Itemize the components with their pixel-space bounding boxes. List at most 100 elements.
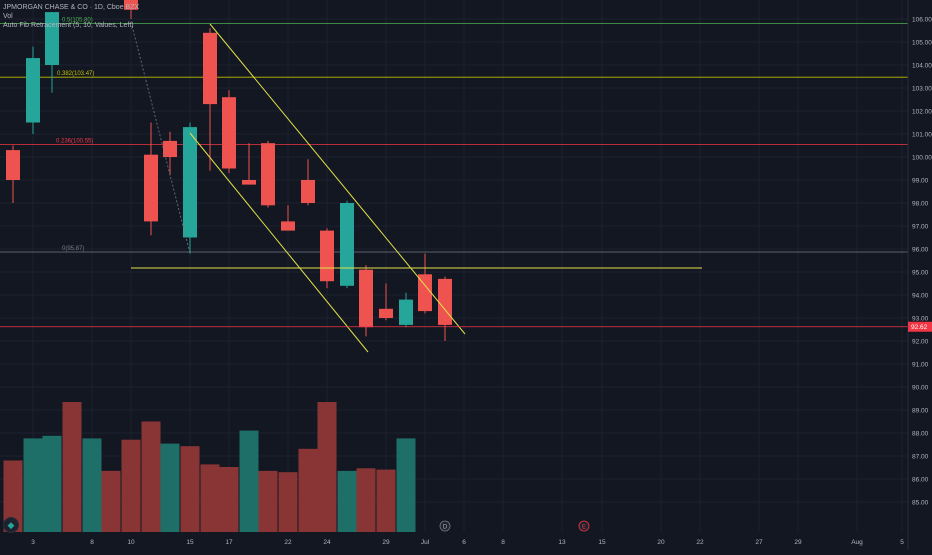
dividend-marker-label: D xyxy=(443,525,448,531)
time-tick-label: 8 xyxy=(501,539,505,546)
price-tick-label: 90.00 xyxy=(912,385,929,392)
candle-body xyxy=(45,12,59,66)
price-tick-label: 105.00 xyxy=(912,40,932,47)
price-tick-label: 93.00 xyxy=(912,316,929,323)
candle-body xyxy=(379,308,393,318)
price-tick-label: 87.00 xyxy=(912,454,929,461)
price-tick-label: 104.00 xyxy=(912,63,932,70)
time-tick-label: 29 xyxy=(794,539,802,546)
fib-level-label: 0.5(105.80) xyxy=(62,18,93,24)
price-tick-label: 85.00 xyxy=(912,500,929,507)
volume-bar xyxy=(298,448,318,532)
candle-body xyxy=(261,143,275,206)
candle-body xyxy=(418,274,432,312)
time-tick-label: 13 xyxy=(558,539,566,546)
time-tick-label: 3 xyxy=(31,539,35,546)
price-tick-label: 97.00 xyxy=(912,224,929,231)
price-tick-label: 99.00 xyxy=(912,178,929,185)
volume-label[interactable]: Vol xyxy=(3,13,13,20)
drawings xyxy=(0,21,908,353)
volume-bar xyxy=(396,438,416,532)
fib-level-label: 0.382(103.47) xyxy=(57,71,94,77)
time-tick-label: 27 xyxy=(755,539,763,546)
candle-body xyxy=(359,269,373,328)
time-axis: 3 8 10 15 17 22 24 29 Jul 6 8 13 15 20 22 27 29 Aug 5 xyxy=(31,539,904,546)
time-tick-label: Aug xyxy=(851,539,863,546)
time-tick-label: 22 xyxy=(284,539,292,546)
candles xyxy=(6,0,452,341)
volume-bar xyxy=(258,470,278,532)
price-tick-label: 101.00 xyxy=(912,132,932,139)
time-tick-label: 24 xyxy=(323,539,331,546)
price-tick-label: 96.00 xyxy=(912,247,929,254)
candle-body xyxy=(124,0,138,10)
price-tick-label: 94.00 xyxy=(912,293,929,300)
price-tick-label: 98.00 xyxy=(912,201,929,208)
volume-bar xyxy=(23,438,43,532)
time-tick-label: 22 xyxy=(696,539,704,546)
channel-upper-line xyxy=(209,23,466,335)
time-tick-label: 17 xyxy=(225,539,233,546)
candle-body xyxy=(320,230,334,282)
volume-bar xyxy=(356,468,376,532)
candle-body xyxy=(281,221,295,231)
fib-trend-line xyxy=(130,21,191,254)
time-tick-label: 10 xyxy=(127,539,135,546)
volume-bar xyxy=(42,435,62,532)
dividend-marker xyxy=(439,520,451,532)
volume-bar xyxy=(141,421,161,532)
fib-level-label: 0(95.87) xyxy=(62,246,84,252)
volume-bar xyxy=(101,470,121,532)
time-tick-label: 20 xyxy=(657,539,665,546)
time-tick-label: 5 xyxy=(900,539,904,546)
price-tick-label: 86.00 xyxy=(912,477,929,484)
time-tick-label: 15 xyxy=(186,539,194,546)
candle-body xyxy=(26,58,40,123)
candle-body xyxy=(144,154,158,222)
fib-levels: 0(95.87) 0.236(100.55) 0.382(103.47) 0.5(10… xyxy=(0,18,908,253)
price-tick-label: 89.00 xyxy=(912,408,929,415)
last-price-badge xyxy=(908,321,932,332)
price-tick-label: 100.00 xyxy=(912,155,932,162)
last-price-label: 92.62 xyxy=(911,324,928,331)
candle-body xyxy=(6,150,20,180)
candle-body xyxy=(222,97,236,169)
symbol-title[interactable]: JPMORGAN CHASE & CO · 1D, Cboe BZX xyxy=(3,4,140,11)
candle-body xyxy=(203,32,217,105)
time-tick-label: 8 xyxy=(90,539,94,546)
fib-indicator-label[interactable]: Auto Fib Retracement (5, 10, Values, Lef… xyxy=(3,22,134,29)
volume-bar xyxy=(121,439,141,532)
candle-body xyxy=(399,299,413,325)
price-axis: 106.00 105.00 104.00 103.00 102.00 101.00 100.… xyxy=(907,0,932,550)
volume-bar xyxy=(219,467,239,532)
volume-bar xyxy=(317,402,337,532)
earnings-marker xyxy=(578,520,590,532)
time-tick-label: 29 xyxy=(382,539,390,546)
earnings-marker-label: E xyxy=(582,525,586,531)
time-tick-label: 15 xyxy=(598,539,606,546)
volume-bar xyxy=(160,443,180,532)
candle-body xyxy=(438,278,452,325)
fib-level-label: 0.236(100.55) xyxy=(56,138,93,144)
price-tick-label: 103.00 xyxy=(912,86,932,93)
price-tick-label: 95.00 xyxy=(912,270,929,277)
price-tick-label: 91.00 xyxy=(912,362,929,369)
channel-lower-line xyxy=(189,132,369,353)
price-tick-label: 92.00 xyxy=(912,339,929,346)
price-tick-label: 102.00 xyxy=(912,109,932,116)
volume-bar xyxy=(337,470,357,532)
volume-bar xyxy=(239,430,259,532)
candle-body xyxy=(301,180,315,203)
tradingview-logo-icon[interactable]: ◆ xyxy=(3,517,19,533)
price-tick-label: 106.00 xyxy=(912,17,932,24)
price-tick-label: 88.00 xyxy=(912,431,929,438)
candle-body xyxy=(340,203,354,286)
volume-bar xyxy=(200,464,220,532)
time-tick-label: 6 xyxy=(462,539,466,546)
volume-bar xyxy=(62,402,82,532)
time-tick-label: Jul xyxy=(421,539,430,546)
volume-bar xyxy=(3,460,23,532)
